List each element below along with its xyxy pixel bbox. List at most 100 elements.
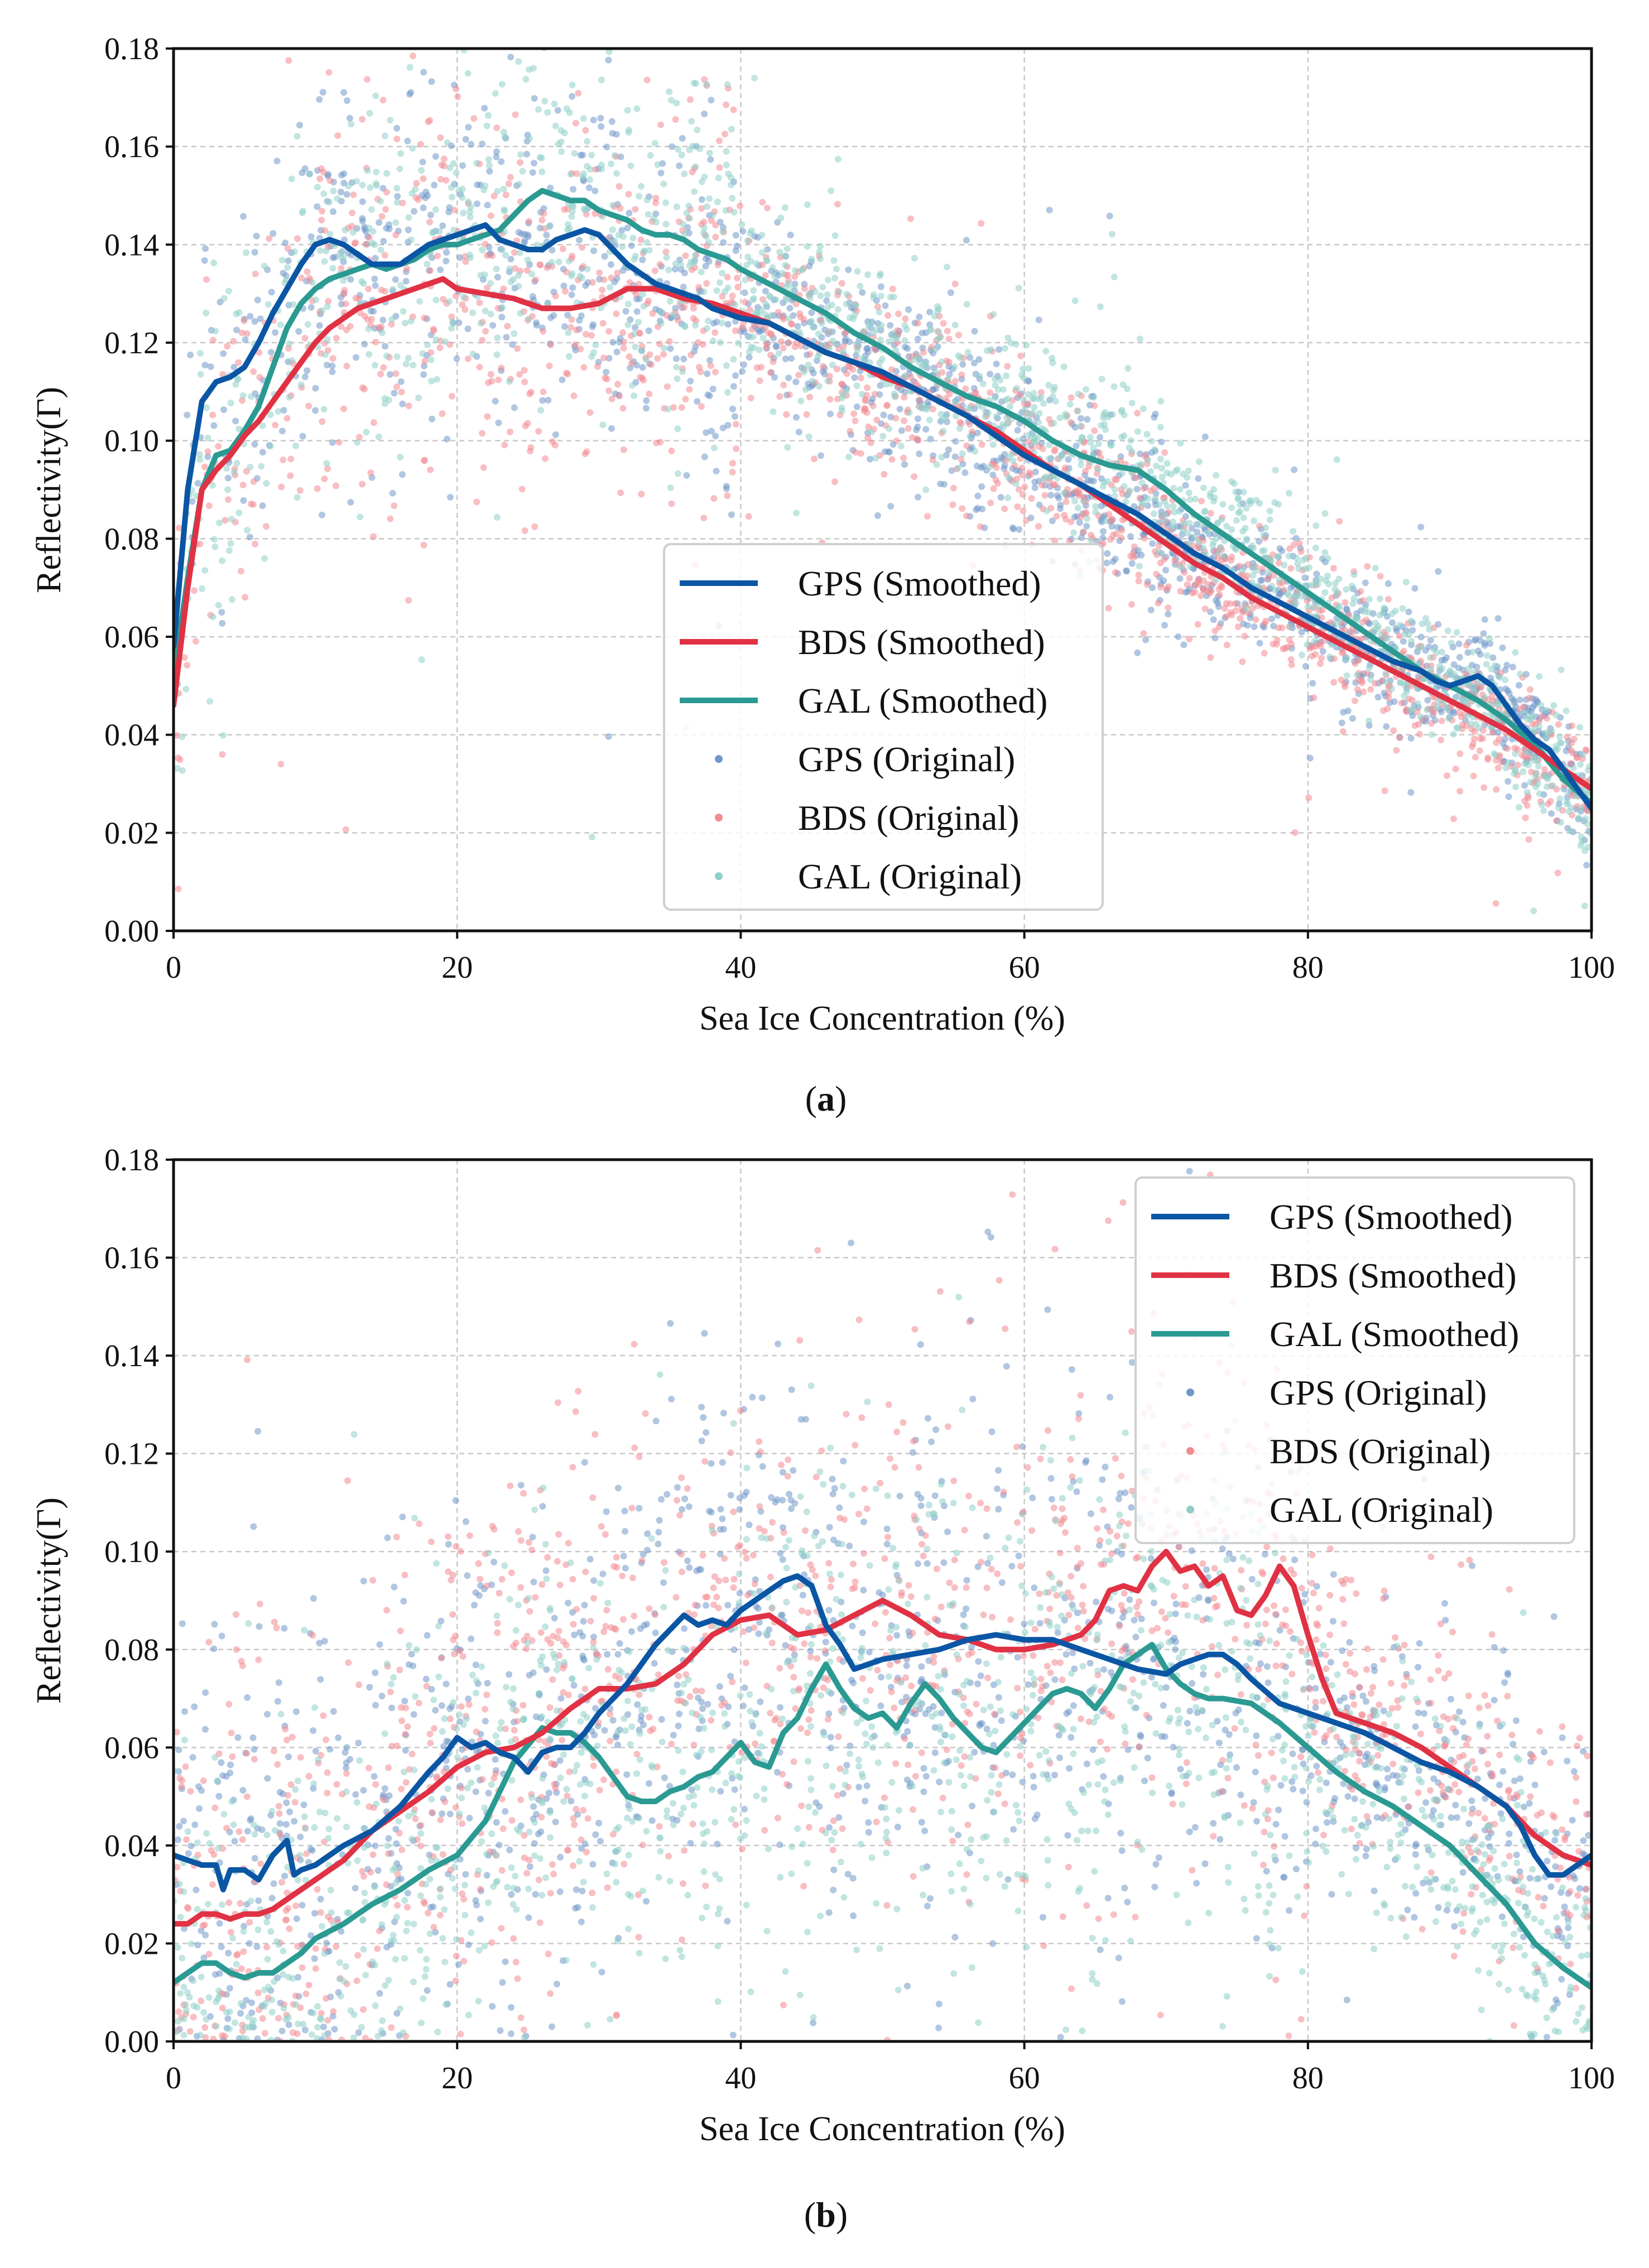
scatter-point-gps: [1257, 577, 1265, 584]
scatter-point-gps: [1384, 580, 1392, 587]
scatter-point-gal: [1383, 679, 1391, 686]
scatter-point-bds: [504, 323, 511, 330]
scatter-point-gal: [997, 377, 1004, 384]
scatter-point-bds: [586, 409, 594, 416]
scatter-point-gps: [1481, 616, 1488, 623]
scatter-point-gps: [936, 1779, 943, 1785]
scatter-point-gps: [1104, 550, 1111, 557]
scatter-point-gal: [584, 138, 591, 145]
scatter-point-bds: [522, 422, 529, 430]
scatter-point-bds: [222, 517, 229, 524]
scatter-point-bds: [633, 291, 640, 298]
scatter-point-bds: [1525, 836, 1532, 843]
scatter-point-gps: [285, 257, 292, 265]
series-line-bds-smoothed: [174, 276, 1592, 792]
scatter-point-gal: [383, 170, 390, 177]
scatter-point-gal: [565, 353, 573, 360]
scatter-point-gps: [1128, 560, 1136, 567]
scatter-point-bds: [511, 249, 518, 256]
scatter-point-gps: [465, 1695, 472, 1703]
scatter-point-gps: [297, 1833, 304, 1841]
scatter-point-bds: [392, 370, 400, 377]
scatter-point-bds: [573, 170, 580, 177]
scatter-point-bds: [484, 252, 491, 259]
scatter-point-bds: [539, 217, 546, 224]
scatter-point-bds: [440, 155, 448, 162]
scatter-point-gal: [804, 243, 811, 250]
scatter-point-gps: [1411, 585, 1419, 592]
scatter-point-bds: [776, 393, 783, 400]
scatter-point-bds: [662, 248, 670, 256]
scatter-point-gps: [1487, 674, 1494, 681]
scatter-point-gal: [641, 248, 648, 255]
scatter-point-gps: [845, 266, 852, 273]
scatter-point-gal: [901, 322, 908, 329]
scatter-point-bds: [426, 117, 434, 124]
scatter-point-gps: [603, 368, 610, 376]
scatter-point-bds: [1378, 677, 1386, 685]
scatter-point-gal: [799, 266, 806, 273]
scatter-point-gps: [570, 1681, 578, 1689]
scatter-point-gal: [1108, 230, 1116, 238]
scatter-point-bds: [1072, 488, 1079, 495]
scatter-point-gps: [1427, 637, 1434, 644]
scatter-point-gps: [736, 1506, 743, 1513]
scatter-point-gps: [896, 406, 903, 412]
scatter-point-bds: [682, 396, 689, 403]
scatter-point-bds: [1155, 542, 1162, 550]
scatter-point-gal: [859, 391, 866, 398]
scatter-point-gal: [449, 194, 455, 201]
scatter-point-bds: [838, 280, 845, 287]
scatter-point-gal: [1004, 494, 1012, 501]
scatter-point-gal: [1109, 411, 1116, 418]
scatter-point-gal: [777, 214, 785, 222]
scatter-point-gal: [685, 202, 693, 209]
scatter-point-bds: [1493, 786, 1500, 793]
scatter-point-gps: [282, 239, 289, 247]
scatter-point-gps: [1558, 1976, 1565, 1983]
scatter-point-gal: [1433, 703, 1440, 710]
scatter-point-gal: [683, 209, 690, 217]
scatter-point-gal: [1206, 490, 1214, 497]
scatter-point-bds: [338, 323, 345, 330]
scatter-point-gps: [762, 287, 769, 295]
scatter-point-gal: [972, 448, 979, 455]
scatter-point-bds: [1035, 523, 1042, 530]
scatter-point-gal: [1403, 680, 1410, 688]
scatter-point-gal: [868, 429, 875, 436]
scatter-point-bds: [1004, 363, 1011, 370]
scatter-point-bds: [1107, 517, 1114, 525]
scatter-point-gal: [867, 319, 873, 326]
scatter-point-bds: [783, 411, 790, 418]
scatter-point-gps: [247, 313, 254, 320]
x-tick-label: 20: [441, 950, 473, 985]
scatter-point-gps: [1438, 657, 1445, 664]
scatter-point-gps: [633, 362, 640, 369]
scatter-point-gps: [609, 339, 617, 346]
scatter-point-gal: [1060, 363, 1068, 371]
scatter-point-gps: [914, 1560, 921, 1567]
scatter-point-bds: [1297, 548, 1305, 555]
scatter-point-gal: [1102, 426, 1109, 433]
scatter-point-bds: [737, 203, 743, 210]
scatter-point-gal: [359, 181, 366, 189]
scatter-point-gps: [843, 1762, 850, 1769]
scatter-point-gps: [627, 316, 634, 323]
scatter-point-gal: [487, 310, 494, 318]
scatter-point-gps: [914, 415, 921, 422]
scatter-point-bds: [580, 364, 588, 371]
scatter-point-gal: [586, 176, 593, 183]
scatter-point-gal: [366, 351, 373, 358]
scatter-point-gal: [1078, 462, 1085, 468]
scatter-point-bds: [203, 276, 210, 283]
scatter-point-gps: [456, 254, 464, 261]
scatter-point-gal: [611, 238, 618, 244]
scatter-point-gal: [1256, 500, 1263, 507]
scatter-point-gal: [267, 411, 274, 418]
scatter-point-gps: [1265, 1679, 1272, 1686]
scatter-point-gal: [1332, 579, 1339, 587]
scatter-point-gal: [448, 325, 455, 332]
y-tick-label: 0.10: [104, 424, 159, 459]
scatter-point-bds: [516, 371, 523, 378]
scatter-point-gal: [723, 161, 730, 169]
